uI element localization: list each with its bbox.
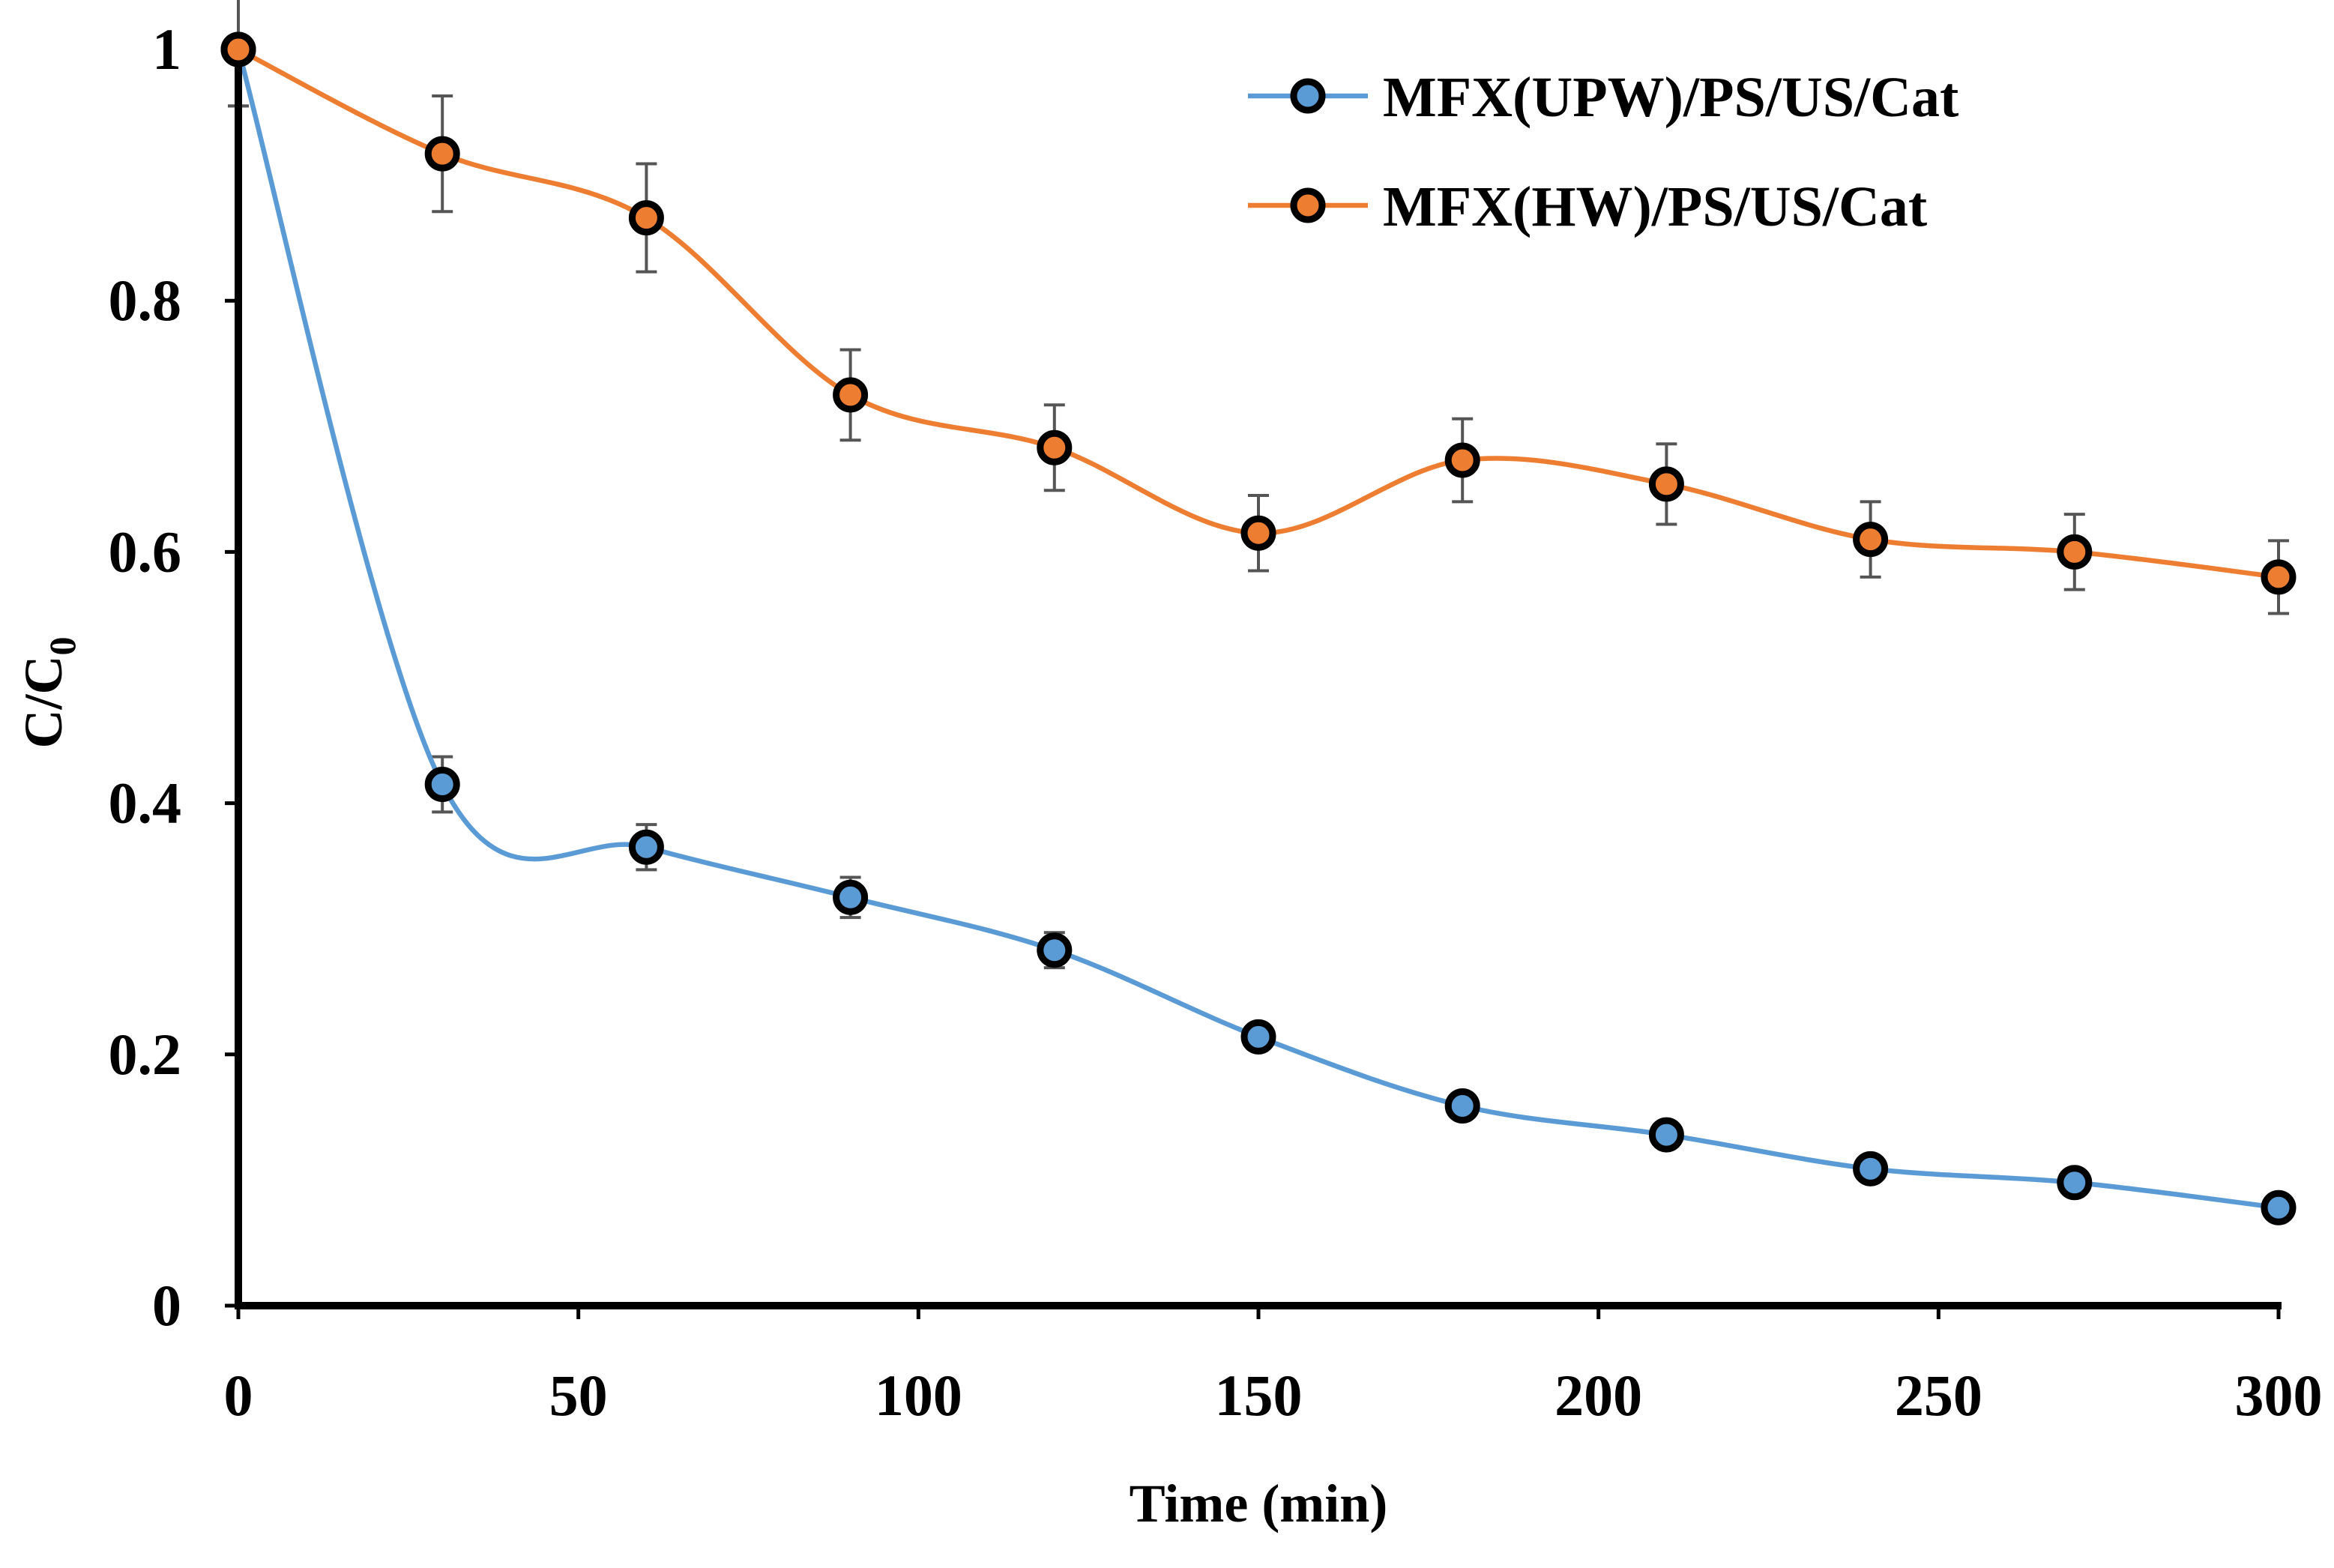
- data-point-mfx-hw-ps-us-cat: [424, 136, 460, 172]
- y-tick-label: 0.4: [109, 771, 182, 836]
- y-tick-label: 0.2: [109, 1022, 182, 1087]
- markers-layer: [220, 31, 2297, 1225]
- x-tick-label: 150: [1215, 1363, 1303, 1428]
- data-point-mfx-hw-ps-us-cat: [1853, 522, 1889, 558]
- data-point-mfx-hw-ps-us-cat: [2057, 534, 2093, 570]
- data-point-mfx-hw-ps-us-cat: [1037, 429, 1073, 465]
- data-point-mfx-upw-ps-us-cat: [833, 879, 869, 915]
- y-axis-title-subscript: 0: [41, 637, 83, 656]
- ticks-layer: 0 50 100 150 200 250 300 0 0.2 0.4 0.6 0.8 1: [109, 16, 2323, 1428]
- legend: MFX(UPW)/PS/US/Cat MFX(HW)/PS/US/Cat: [1248, 66, 1958, 238]
- x-tick-label: 300: [2235, 1363, 2323, 1428]
- legend-marker: [1290, 78, 1326, 114]
- data-point-mfx-hw-ps-us-cat: [628, 200, 664, 236]
- y-tick-label: 0: [152, 1273, 181, 1338]
- axes-layer: [235, 46, 2282, 1309]
- x-tick-label: 50: [549, 1363, 608, 1428]
- legend-item-mfx-hw-ps-us-cat: MFX(HW)/PS/US/Cat: [1248, 175, 1927, 238]
- data-point-mfx-upw-ps-us-cat: [2057, 1165, 2093, 1201]
- data-point-mfx-hw-ps-us-cat: [1240, 515, 1276, 551]
- x-tick-label: 0: [224, 1363, 253, 1428]
- data-point-mfx-upw-ps-us-cat: [1240, 1019, 1276, 1055]
- y-tick-label: 0.8: [109, 268, 182, 333]
- legend-item-mfx-upw-ps-us-cat: MFX(UPW)/PS/US/Cat: [1248, 66, 1958, 129]
- y-tick-label: 1: [152, 16, 181, 82]
- x-axis-title: Time (min): [1130, 1474, 1388, 1534]
- data-point-mfx-upw-ps-us-cat: [1853, 1151, 1889, 1186]
- error-bars-layer: [228, 0, 2289, 970]
- data-point-mfx-upw-ps-us-cat: [2261, 1189, 2297, 1225]
- series-line-mfx-hw-ps-us-cat: [235, 46, 2282, 580]
- data-point-mfx-hw-ps-us-cat: [833, 377, 869, 413]
- data-point-mfx-upw-ps-us-cat: [424, 766, 460, 802]
- x-tick-label: 250: [1895, 1363, 1982, 1428]
- y-axis-title-main: C/C: [13, 656, 73, 749]
- data-point-mfx-upw-ps-us-cat: [1648, 1117, 1684, 1153]
- x-tick-label: 100: [875, 1363, 962, 1428]
- y-tick-label: 0.6: [109, 519, 182, 584]
- legend-label: MFX(HW)/PS/US/Cat: [1383, 175, 1927, 238]
- data-point-mfx-upw-ps-us-cat: [1037, 932, 1073, 968]
- x-tick-label: 200: [1555, 1363, 1642, 1428]
- data-point-mfx-hw-ps-us-cat: [1648, 466, 1684, 502]
- legend-marker: [1290, 187, 1326, 223]
- data-point-mfx-upw-ps-us-cat: [628, 829, 664, 865]
- data-point-mfx-hw-ps-us-cat: [220, 31, 256, 67]
- data-point-mfx-upw-ps-us-cat: [1444, 1088, 1480, 1124]
- data-point-mfx-hw-ps-us-cat: [1444, 442, 1480, 478]
- legend-label: MFX(UPW)/PS/US/Cat: [1383, 66, 1958, 129]
- y-axis-title: C/C0: [13, 637, 83, 749]
- data-point-mfx-hw-ps-us-cat: [2261, 559, 2297, 595]
